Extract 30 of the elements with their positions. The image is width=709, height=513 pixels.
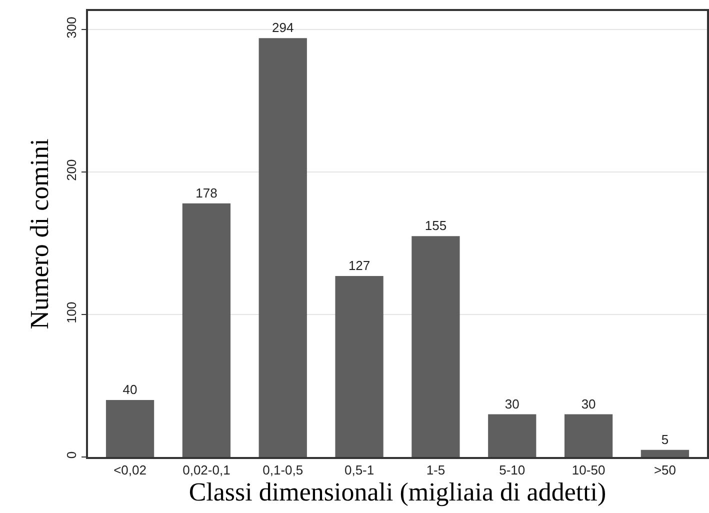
y-tick-label: 300: [64, 16, 80, 38]
data-label: 30: [504, 396, 520, 412]
data-label: 178: [196, 185, 218, 200]
bar: [182, 203, 231, 457]
data-label: 294: [272, 20, 294, 36]
data-label: 155: [424, 218, 447, 234]
data-label: 5: [661, 432, 669, 447]
y-tick-label: 0: [64, 451, 80, 459]
x-tick-label: 10-50: [572, 462, 606, 478]
x-tick-label: >50: [654, 462, 676, 478]
bar: [412, 236, 460, 457]
x-tick-label: <0,02: [114, 462, 146, 478]
bar: [335, 276, 384, 457]
data-label: 40: [122, 382, 138, 397]
x-tick-label: 0,5-1: [344, 462, 374, 478]
data-label: 127: [348, 258, 370, 274]
data-label: 30: [581, 396, 596, 412]
x-tick-label: 0,02-0,1: [182, 462, 230, 478]
x-tick-label: 1-5: [426, 462, 446, 478]
bar: [564, 414, 613, 457]
x-tick-label: 5-10: [499, 462, 526, 478]
y-tick-label: 200: [64, 159, 80, 181]
bar: [106, 400, 154, 457]
x-axis-title: Classi dimensionali (migliaia di addetti): [188, 477, 606, 506]
y-tick-label: 100: [64, 302, 80, 324]
bar: [488, 414, 536, 457]
bar: [258, 38, 307, 457]
bar: [640, 450, 690, 457]
y-axis-title: Numero di comini: [24, 138, 54, 330]
x-tick-label: 0,1-0,5: [262, 462, 304, 478]
